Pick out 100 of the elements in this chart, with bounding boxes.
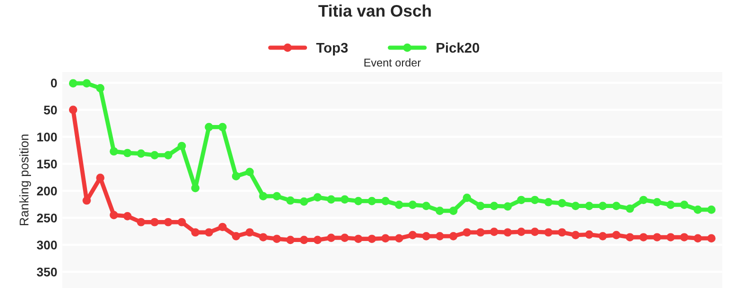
point [652, 233, 662, 242]
point [259, 233, 268, 242]
y-tick-label: 100 [37, 132, 57, 142]
y-tick-label: 150 [37, 160, 57, 168]
point [408, 230, 417, 240]
y-tick-label: 300 [36, 240, 57, 250]
point [232, 172, 240, 180]
point [368, 196, 376, 206]
point [178, 218, 186, 226]
point [639, 196, 648, 204]
point [136, 149, 146, 158]
point [504, 228, 512, 237]
point [558, 199, 566, 208]
point [490, 228, 498, 236]
point [313, 193, 322, 202]
point [598, 202, 607, 210]
point [694, 234, 702, 242]
point [449, 206, 458, 215]
point [436, 206, 444, 215]
point [517, 228, 526, 236]
point [639, 233, 648, 242]
y-tick-label: 200 [36, 186, 57, 196]
point [326, 195, 336, 204]
point [707, 234, 716, 242]
point [612, 202, 620, 210]
point [652, 198, 662, 206]
y-tick-label: 50 [44, 106, 57, 114]
point [326, 234, 336, 242]
point [272, 234, 281, 244]
point [300, 236, 308, 244]
point [381, 196, 390, 206]
point [476, 228, 485, 237]
point [164, 218, 172, 226]
point [462, 228, 472, 237]
point [110, 210, 118, 220]
point [694, 206, 702, 214]
point [680, 200, 688, 210]
point [164, 150, 172, 160]
point [584, 202, 594, 210]
point [558, 228, 566, 237]
point [110, 147, 118, 156]
point [368, 234, 376, 244]
point [191, 228, 200, 237]
point [612, 230, 620, 240]
point [286, 236, 295, 244]
point [354, 196, 362, 206]
point [544, 228, 553, 237]
point [245, 228, 254, 237]
point [204, 122, 214, 132]
point [449, 232, 458, 240]
point [204, 228, 214, 237]
point [218, 222, 227, 232]
point [666, 200, 675, 210]
point [530, 196, 540, 204]
point [530, 228, 540, 236]
point [82, 79, 91, 88]
point [123, 212, 132, 220]
point [245, 168, 254, 176]
point [340, 234, 349, 242]
y-tick-label: 250 [36, 214, 57, 222]
point [68, 79, 78, 88]
point [300, 197, 308, 206]
point [571, 230, 580, 240]
point [178, 142, 186, 150]
point [272, 192, 281, 200]
point [422, 202, 430, 210]
point [680, 233, 688, 242]
point [571, 202, 580, 210]
point [394, 200, 404, 210]
point [82, 196, 91, 205]
x-axis-title: Event order [364, 58, 421, 67]
point [150, 150, 159, 160]
point [354, 234, 362, 244]
point [666, 233, 675, 242]
point [150, 218, 159, 226]
point [96, 84, 104, 92]
point [598, 232, 607, 240]
point [286, 196, 295, 205]
point [436, 232, 444, 240]
y-tick-label: 350 [36, 268, 57, 276]
point [626, 204, 634, 213]
point [517, 196, 526, 204]
y-axis-title: Ranking position [19, 134, 31, 226]
point [707, 206, 716, 214]
point [313, 236, 322, 244]
point [340, 195, 349, 204]
legend-label: Pick20 [436, 42, 480, 53]
point [408, 200, 417, 210]
point [626, 233, 634, 242]
point [544, 198, 553, 206]
point [490, 202, 498, 210]
point [476, 202, 485, 210]
point [218, 122, 227, 132]
point [136, 218, 146, 226]
point [259, 192, 268, 200]
point [68, 106, 78, 114]
point [462, 194, 472, 202]
y-tick-label: 0 [50, 78, 57, 88]
point [504, 202, 512, 211]
legend-label: Top3 [316, 42, 348, 56]
